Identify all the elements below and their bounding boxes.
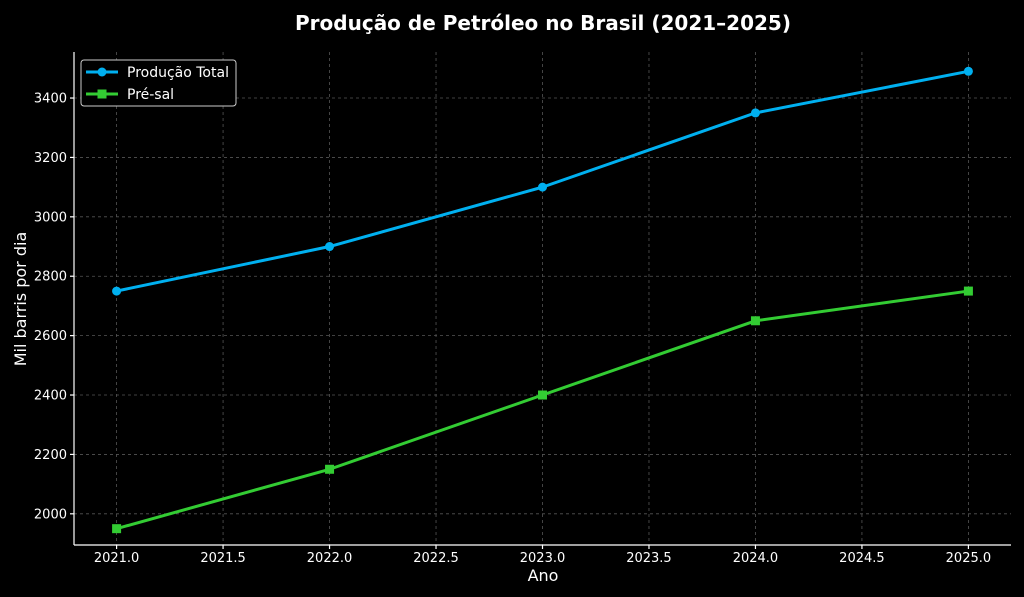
point-pre-sal xyxy=(112,524,122,534)
point-pre-sal xyxy=(963,286,973,296)
legend-marker-pre-sal xyxy=(97,89,107,99)
x-tick-label: 2024.5 xyxy=(839,551,885,566)
point-producao-total xyxy=(963,66,973,76)
x-tick-label: 2023.0 xyxy=(520,551,566,566)
y-tick-label: 3000 xyxy=(34,210,67,225)
x-tick-label: 2024.0 xyxy=(733,551,779,566)
y-tick-label: 3200 xyxy=(34,151,67,166)
x-tick-label: 2021.5 xyxy=(200,551,246,566)
ticks: 2021.0 2021.5 2022.0 2022.5 2023.0 2023.5 2024… xyxy=(34,92,991,566)
x-tick-label: 2022.5 xyxy=(413,551,459,566)
series-layer xyxy=(112,66,973,534)
y-axis-label: Mil barris por dia xyxy=(11,232,30,367)
point-pre-sal xyxy=(750,316,760,326)
x-tick-label: 2023.5 xyxy=(626,551,672,566)
point-producao-total xyxy=(750,108,760,118)
y-tick-label: 2800 xyxy=(34,270,67,285)
chart-title: Produção de Petróleo no Brasil (2021–202… xyxy=(295,11,791,35)
x-tick-label: 2022.0 xyxy=(307,551,353,566)
point-producao-total xyxy=(538,182,547,192)
x-axis-label: Ano xyxy=(528,566,559,585)
x-tick-label: 2025.0 xyxy=(946,551,992,566)
y-tick-label: 3400 xyxy=(34,92,67,107)
legend-marker-producao-total xyxy=(97,67,107,77)
point-producao-total xyxy=(112,286,122,296)
grid xyxy=(74,52,1011,545)
x-tick-label: 2021.0 xyxy=(94,551,140,566)
legend-label-producao-total: Produção Total xyxy=(127,65,229,81)
y-tick-label: 2000 xyxy=(34,507,67,522)
y-tick-label: 2600 xyxy=(34,329,67,344)
legend-box xyxy=(80,59,237,107)
point-pre-sal xyxy=(538,390,547,400)
legend: Produção Total Pré-sal xyxy=(80,59,237,107)
y-tick-label: 2400 xyxy=(34,389,67,404)
point-producao-total xyxy=(325,242,335,252)
legend-label-pre-sal: Pré-sal xyxy=(127,87,174,103)
point-pre-sal xyxy=(325,464,335,474)
y-tick-label: 2200 xyxy=(34,448,67,463)
series-line-pre-sal xyxy=(116,289,969,531)
